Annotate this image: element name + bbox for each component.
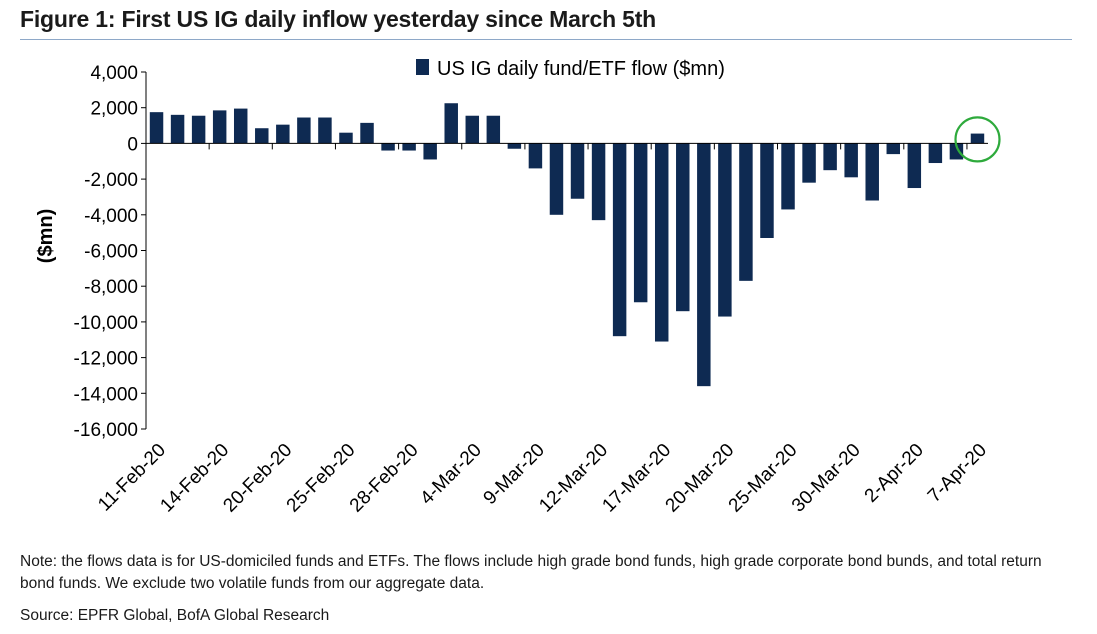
bar	[970, 133, 985, 144]
bar	[844, 143, 858, 178]
bar	[423, 143, 437, 160]
bar	[612, 143, 627, 337]
bar	[549, 143, 564, 215]
bar	[402, 143, 416, 151]
figure-title: Figure 1: First US IG daily inflow yeste…	[20, 6, 657, 32]
bar	[507, 143, 522, 149]
bar	[486, 115, 501, 144]
y-tick-label: -2,000	[84, 170, 138, 191]
y-tick-label: -14,000	[74, 384, 138, 405]
y-tick-label: -10,000	[74, 313, 138, 334]
bar	[191, 115, 206, 144]
bar	[255, 128, 269, 144]
bar	[633, 143, 648, 303]
bar	[233, 108, 248, 144]
x-axis: 11-Feb-2014-Feb-2020-Feb-2025-Feb-2028-F…	[94, 142, 991, 517]
bar	[886, 143, 901, 155]
y-tick-label: -6,000	[84, 242, 138, 263]
bar	[718, 143, 732, 317]
bar	[297, 117, 311, 144]
bar	[528, 143, 543, 169]
bar	[865, 143, 879, 201]
y-axis-label: ($mn)	[35, 209, 57, 263]
bar	[760, 143, 774, 238]
title-divider	[20, 39, 1072, 40]
bar-chart: 4,000 2,000 0 -2,000 -4,000 -6,000 -8,000 -10,0…	[35, 58, 1001, 517]
y-tick-label: -12,000	[74, 349, 138, 370]
chart-note: Note: the flows data is for US-domiciled…	[20, 553, 1042, 592]
bar	[170, 114, 185, 144]
legend-swatch	[416, 59, 429, 75]
bar	[676, 143, 690, 312]
bar	[570, 143, 585, 199]
bar-series	[149, 103, 985, 387]
bar	[802, 143, 816, 183]
bar	[465, 115, 480, 144]
bar	[697, 143, 711, 387]
y-tick-label: 4,000	[90, 63, 138, 84]
chart-legend: US IG daily fund/ETF flow ($mn)	[416, 58, 725, 80]
bar	[591, 143, 606, 221]
x-tick-label: 30-Mar-20	[788, 440, 865, 517]
bar	[949, 143, 964, 160]
x-tick-label: 4-Mar-20	[416, 440, 485, 509]
bar	[654, 143, 669, 342]
bar	[212, 110, 227, 144]
bar	[360, 122, 374, 144]
y-tick-label: 2,000	[90, 99, 138, 120]
x-tick-label: 7-Apr-20	[924, 440, 991, 507]
y-tick-label: -8,000	[84, 277, 138, 298]
x-tick-label: 2-Apr-20	[861, 440, 928, 507]
bar	[339, 132, 353, 144]
bar	[444, 103, 458, 144]
y-tick-label: 0	[127, 134, 138, 155]
highlight-circle	[954, 116, 1001, 163]
bar	[276, 124, 290, 144]
latest-value-highlight	[954, 116, 1001, 163]
bar	[907, 143, 922, 189]
bar	[739, 143, 753, 281]
y-tick-label: -4,000	[84, 206, 138, 227]
bar	[149, 112, 164, 144]
legend-label: US IG daily fund/ETF flow ($mn)	[437, 58, 725, 80]
bar	[318, 117, 332, 144]
y-axis: 4,000 2,000 0 -2,000 -4,000 -6,000 -8,000 -10,0…	[74, 63, 147, 441]
bar	[928, 143, 943, 164]
bar	[781, 143, 795, 210]
x-tick-label: 28-Feb-20	[346, 440, 423, 517]
chart-source: Source: EPFR Global, BofA Global Researc…	[20, 607, 330, 624]
y-tick-label: -16,000	[74, 420, 138, 441]
bar	[823, 143, 837, 171]
bar	[381, 143, 395, 151]
